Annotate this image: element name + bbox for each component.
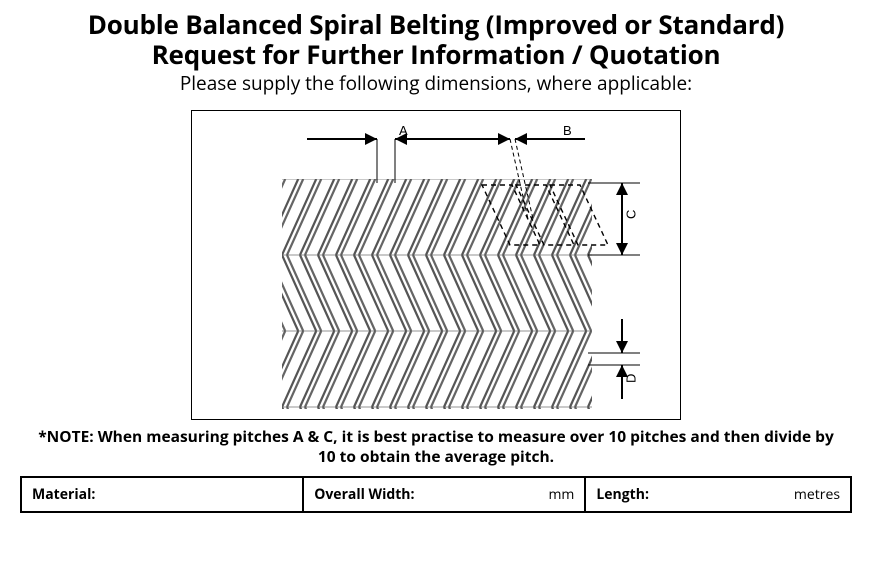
page: Double Balanced Spiral Belting (Improved…: [0, 0, 872, 513]
page-title: Double Balanced Spiral Belting (Improved…: [20, 10, 852, 70]
measurement-note: *NOTE: When measuring pitches A & C, it …: [20, 426, 852, 466]
cell-overall-width[interactable]: Overall Width: mm: [303, 477, 585, 512]
cell-material[interactable]: Material:: [21, 477, 303, 512]
svg-text:C: C: [623, 209, 638, 218]
unit-length: metres: [794, 485, 840, 504]
label-overall-width: Overall Width:: [314, 485, 414, 504]
svg-text:A: A: [399, 123, 408, 138]
table-row: Material: Overall Width: mm Length: metr…: [21, 477, 851, 512]
belting-diagram: A B C D: [192, 111, 682, 421]
label-material: Material:: [32, 485, 95, 504]
unit-overall-width: mm: [548, 485, 574, 504]
title-line-2: Request for Further Information / Quotat…: [152, 36, 721, 72]
diagram-container: A B C D: [20, 110, 852, 420]
cell-length[interactable]: Length: metres: [585, 477, 851, 512]
page-subtitle: Please supply the following dimensions, …: [20, 70, 852, 96]
svg-text:D: D: [623, 373, 638, 382]
form-table: Material: Overall Width: mm Length: metr…: [20, 476, 852, 513]
svg-text:B: B: [563, 123, 572, 138]
diagram-box: A B C D: [191, 110, 681, 420]
label-length: Length:: [596, 485, 649, 504]
